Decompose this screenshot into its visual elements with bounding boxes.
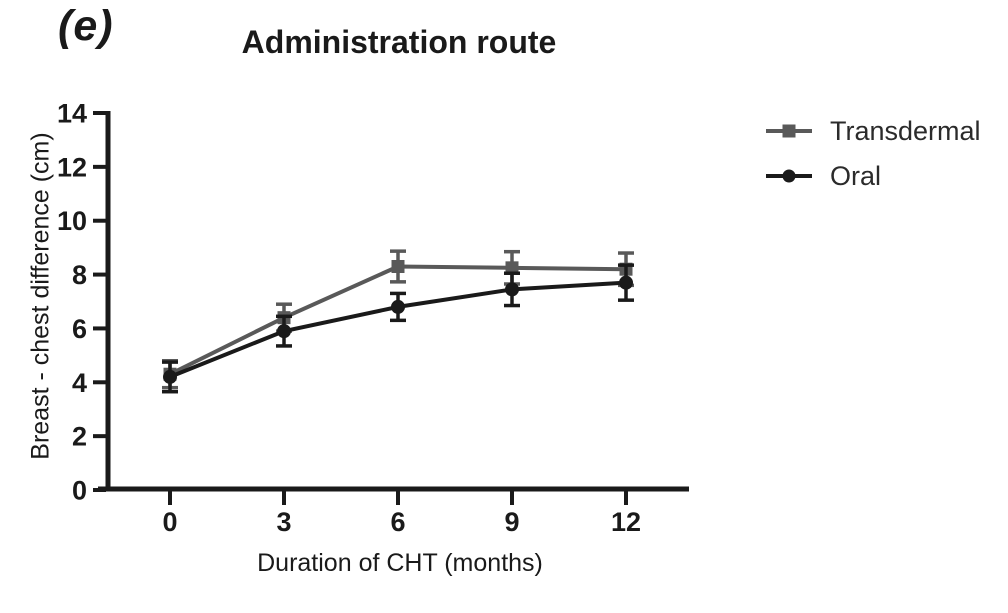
svg-text:12: 12 (611, 507, 641, 537)
chart-title: Administration route (241, 24, 557, 60)
transdermal-line-marker-icon (766, 117, 812, 145)
legend: Transdermal Oral (766, 117, 981, 190)
svg-text:6: 6 (72, 314, 87, 344)
legend-label-oral: Oral (830, 161, 882, 191)
svg-text:0: 0 (72, 476, 87, 506)
svg-text:4: 4 (72, 368, 87, 398)
svg-text:8: 8 (72, 260, 87, 290)
svg-text:3: 3 (276, 507, 291, 537)
legend-item-transdermal: Transdermal (766, 117, 981, 145)
svg-text:9: 9 (504, 507, 519, 537)
svg-text:10: 10 (57, 206, 87, 236)
x-axis-label: Duration of CHT (months) (257, 549, 543, 577)
svg-text:6: 6 (390, 507, 405, 537)
oral-line-marker-icon (766, 162, 812, 190)
legend-item-oral: Oral (766, 162, 981, 190)
series-oral (162, 263, 634, 394)
axes (93, 111, 689, 505)
y-tick-labels: 0 2 4 6 8 10 12 14 (57, 99, 87, 506)
panel-letter-label: (e) (58, 2, 114, 50)
svg-text:0: 0 (162, 507, 177, 537)
svg-text:14: 14 (57, 99, 87, 129)
svg-text:2: 2 (72, 422, 87, 452)
legend-label-transdermal: Transdermal (830, 116, 981, 146)
svg-text:12: 12 (57, 152, 87, 182)
x-tick-labels: 0 3 6 9 12 (162, 507, 641, 537)
